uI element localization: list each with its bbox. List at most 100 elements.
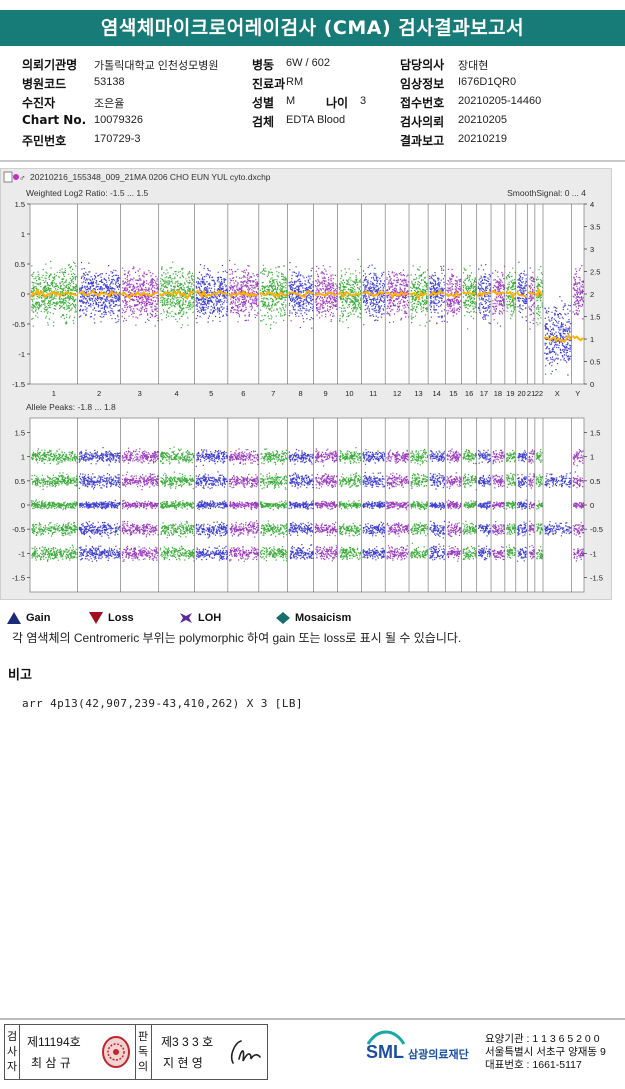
chr-tick-label: 5	[209, 389, 213, 398]
info-value: RM	[286, 76, 304, 88]
top-chr-points-19	[505, 267, 516, 320]
y-tick-label: 0.5	[15, 260, 25, 269]
top-chr-points-10	[338, 258, 362, 329]
top-chr-points-22	[535, 266, 544, 326]
y-tick-label: 0.5	[15, 477, 25, 486]
y-tick-label: -0.5	[12, 320, 25, 329]
bottom-chr-points-8	[288, 448, 314, 560]
chr-tick-label: 8	[298, 389, 302, 398]
y-tick-label: -1	[18, 350, 25, 359]
smooth-signal-15	[445, 290, 461, 299]
y2-tick-label: 1.5	[590, 429, 600, 438]
bottom-chr-points-Y	[572, 449, 585, 562]
bottom-plot-label: Allele Peaks: -1.8 ... 1.8	[26, 402, 116, 412]
smooth-signal-8	[287, 289, 313, 299]
bottom-chr-points-3	[121, 447, 159, 562]
chr-tick-label: 21	[527, 389, 535, 398]
info-value: 170729-3	[94, 133, 141, 145]
legend-item-gain: Gain	[6, 608, 50, 628]
bottom-chr-points-7	[259, 448, 288, 562]
y-tick-label: 1	[21, 230, 25, 239]
y-tick-label: 1	[21, 453, 25, 462]
smooth-signal-X	[543, 333, 572, 344]
info-label: Chart No.	[22, 113, 87, 127]
legend-label: Mosaicism	[295, 612, 352, 624]
y-tick-label: -1.5	[12, 574, 25, 583]
bottom-chr-points-18	[492, 449, 505, 561]
legend: Gain Loss LOH Mosaicism	[0, 608, 625, 630]
chr-tick-label: 22	[535, 389, 543, 398]
info-label: 의뢰기관명	[22, 58, 78, 72]
gain-triangle-icon	[7, 612, 21, 624]
chr-tick-label: 12	[393, 389, 401, 398]
info-label: 접수번호	[400, 96, 445, 110]
smooth-signal-14	[428, 289, 445, 297]
divider	[0, 160, 625, 162]
smooth-signal-5	[194, 288, 228, 300]
smooth-signal-21	[527, 291, 535, 296]
smooth-signal-13	[409, 290, 428, 301]
bottom-chr-points-X	[544, 472, 572, 537]
bottom-chr-points-6	[228, 448, 259, 562]
top-chr-points-12	[386, 269, 410, 324]
info-label: 임상정보	[400, 77, 445, 91]
y2-tick-label: 2	[590, 290, 594, 299]
y-tick-label: -1.5	[12, 380, 25, 389]
bottom-chr-points-1	[31, 448, 78, 562]
top-chr-points-1	[31, 260, 78, 327]
male-icon: ♂	[19, 173, 26, 183]
legend-item-mosaicism: Mosaicism	[275, 608, 351, 628]
top-chr-points-Y	[572, 265, 585, 320]
bottom-chr-points-10	[338, 447, 362, 561]
smooth-signal-1	[30, 287, 78, 299]
chr-tick-label: 1	[52, 389, 56, 398]
bottom-chr-points-17	[477, 449, 492, 561]
info-label: 병원코드	[22, 77, 67, 91]
chr-tick-label: 7	[271, 389, 275, 398]
remark-text: arr 4p13(42,907,239-43,410,262) X 3 [LB]	[22, 697, 303, 710]
chr-tick-label: 9	[324, 389, 328, 398]
y2-tick-label: 4	[590, 200, 594, 209]
chr-tick-label: 4	[175, 389, 179, 398]
info-label: 주민번호	[22, 134, 67, 148]
smooth-signal-22	[535, 287, 543, 299]
reader-license-no: 제3 3 3 호	[161, 1035, 214, 1049]
smooth-signal-18	[491, 289, 505, 296]
info-value: 6W / 602	[286, 57, 331, 69]
examiner-seal-icon	[102, 1036, 130, 1068]
reader-signature-icon	[230, 1040, 261, 1064]
examiner-license-no: 제11194호	[27, 1035, 81, 1049]
chr-tick-label: 6	[241, 389, 245, 398]
info-value: 장대현	[458, 60, 489, 72]
y-tick-label: 1.5	[15, 200, 25, 209]
y2-tick-label: 2.5	[590, 268, 600, 277]
logo-text: SML	[366, 1042, 404, 1062]
chr-tick-label: 13	[414, 389, 422, 398]
y2-tick-label: 3.5	[590, 223, 600, 232]
smooth-signal-17	[476, 290, 491, 298]
smooth-signal-19	[505, 290, 516, 300]
smooth-signal-16	[462, 291, 477, 296]
legend-label: Gain	[26, 612, 51, 624]
info-label: 검체	[252, 115, 275, 129]
pin-icon	[13, 174, 19, 180]
bottom-chr-points-22	[535, 449, 543, 560]
org-info-line: 서울특별시 서초구 양재동 9	[485, 1046, 606, 1058]
centromere-note: 각 염색체의 Centromeric 부위는 polymorphic 하여 ga…	[12, 631, 462, 645]
legend-item-loss: Loss	[88, 608, 134, 628]
chr-tick-label: 16	[465, 389, 473, 398]
bottom-chr-points-20	[516, 450, 528, 562]
smooth-signal-Y	[571, 334, 584, 342]
info-value: 20210205	[458, 114, 507, 126]
chr-tick-label: 11	[369, 389, 377, 398]
smooth-signal-6	[228, 289, 258, 299]
info-value: 조은율	[94, 98, 125, 110]
y2-tick-label: -1.5	[590, 574, 603, 583]
smooth-signal-11	[362, 289, 385, 298]
smooth-signal-2	[78, 289, 120, 299]
y2-tick-label: -1	[590, 549, 597, 558]
chr-tick-label: 20	[517, 389, 525, 398]
y-tick-label: -0.5	[12, 525, 25, 534]
top-plot-label: Weighted Log2 Ratio: -1.5 ... 1.5	[26, 188, 148, 198]
chr-tick-label: 18	[494, 389, 502, 398]
